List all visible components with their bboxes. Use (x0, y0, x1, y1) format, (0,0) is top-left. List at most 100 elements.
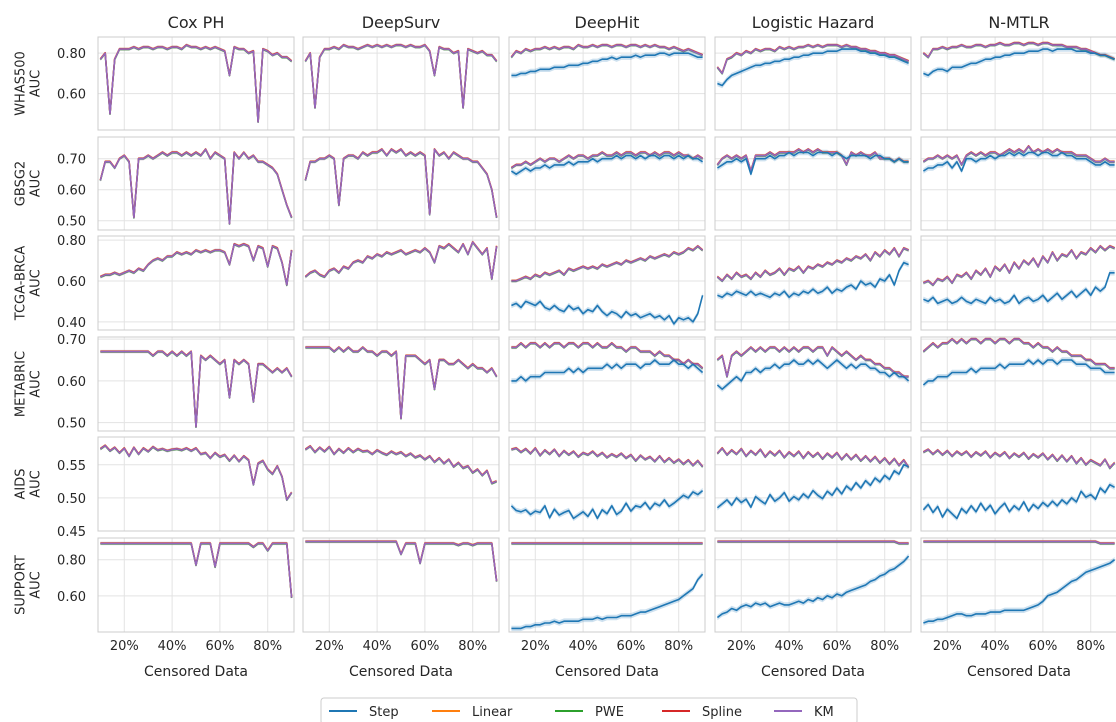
y-axis-label-metric: AUC (29, 370, 44, 398)
series-group (510, 43, 703, 79)
x-tick-label: 40% (775, 639, 804, 654)
panel-support-deepsurv (302, 537, 500, 633)
panel-frame (920, 235, 1116, 331)
x-tick-label: 40% (981, 639, 1010, 654)
step-band (511, 357, 703, 384)
panel-frame (508, 537, 706, 633)
panel-frame (714, 436, 912, 532)
panel-frame (920, 537, 1116, 633)
panel-background (98, 538, 294, 632)
km-line (511, 342, 704, 369)
panel-tcga-brca-deepsurv (302, 235, 500, 331)
series-group (304, 240, 498, 281)
y-tick-label: 0.80 (57, 554, 86, 569)
panel-whas500-logistic-hazard (714, 36, 912, 131)
series-group (100, 349, 293, 429)
x-tick-label: 40% (363, 639, 392, 654)
panel-frame (714, 36, 912, 131)
step-line (717, 48, 909, 87)
panel-frame (97, 436, 295, 532)
km-line (305, 346, 498, 420)
column-title-n-mtlr: N-MTLR (988, 13, 1049, 32)
panel-gbsg2-deepsurv (302, 136, 500, 231)
x-tick-label: 80% (870, 639, 899, 654)
panel-frame (714, 537, 912, 633)
x-axis-label-logistic-hazard: Censored Data (761, 664, 865, 680)
x-tick-label: 20% (521, 639, 550, 654)
panel-frame (302, 235, 500, 331)
panel-frame (97, 336, 295, 432)
y-axis-label-metric: AUC (29, 170, 44, 198)
panel-metabric-n-mtlr (920, 336, 1116, 432)
legend-frame (320, 697, 858, 722)
panel-background (509, 538, 705, 632)
panel-frame (714, 136, 912, 231)
y-tick-label: 0.80 (57, 47, 86, 62)
series-group (716, 43, 909, 89)
x-tick-label: 20% (933, 639, 962, 654)
y-axis-label-metric: AUC (29, 70, 44, 98)
y-axis-label-dataset: WHAS500 (14, 51, 29, 116)
y-tick-label: 0.50 (57, 417, 86, 432)
y-tick-label: 0.60 (57, 375, 86, 390)
y-tick-label: 0.45 (57, 525, 86, 540)
x-tick-label: 20% (315, 639, 344, 654)
panel-background (921, 337, 1116, 431)
panel-frame (97, 235, 295, 331)
panel-tcga-brca-cox-ph (97, 235, 295, 331)
km-line (922, 42, 1115, 60)
x-tick-label: 80% (458, 639, 487, 654)
legend-label: Spline (702, 705, 742, 720)
y-tick-label: 0.60 (57, 590, 86, 605)
step-band (717, 462, 909, 511)
km-line (511, 447, 704, 468)
series-group (304, 444, 497, 485)
km-line (510, 44, 703, 58)
step-line (716, 151, 909, 175)
km-line (922, 338, 1115, 370)
panel-tcga-brca-deephit (508, 235, 706, 331)
panel-support-logistic-hazard (714, 537, 912, 633)
legend: Step Linear PWE Spline KM (320, 697, 858, 722)
panel-frame (508, 436, 706, 532)
step-line (923, 559, 1116, 624)
x-axis-labels: Censored Data Censored Data Censored Dat… (144, 664, 1071, 680)
panel-background (715, 437, 911, 531)
km-line (304, 148, 498, 218)
y-tick-label: 0.80 (57, 234, 86, 249)
series-group (305, 539, 498, 584)
legend-item-linear: Linear (432, 705, 513, 720)
panel-aids-deepsurv (302, 436, 500, 532)
y-axis-label-dataset: GBSG2 (14, 161, 29, 206)
step-line (510, 489, 704, 520)
panel-whas500-cox-ph (97, 36, 295, 131)
km-line (923, 245, 1115, 286)
series-group (304, 147, 498, 220)
y-axis-label-aids: AIDSAUC (14, 469, 44, 500)
y-axis-label-metric: AUC (29, 269, 44, 297)
panel-grid: WHAS500AUC 0.600.80GBSG2AUC0.500.600.70TC… (14, 36, 1116, 654)
series-group (922, 41, 1115, 79)
y-axis-label-gbsg2: GBSG2AUC (14, 161, 44, 206)
legend-item-km: KM (774, 705, 834, 720)
series-group (510, 446, 704, 522)
panel-frame (508, 336, 706, 432)
step-line (716, 464, 909, 509)
step-band (511, 50, 703, 79)
column-title-cox-ph: Cox PH (168, 13, 225, 32)
x-tick-label: 60% (410, 639, 439, 654)
panel-frame (302, 436, 500, 532)
step-line (922, 359, 1115, 386)
step-line (510, 154, 704, 175)
panel-frame (97, 136, 295, 231)
x-tick-label: 60% (205, 639, 234, 654)
panel-support-n-mtlr (920, 537, 1116, 633)
y-tick-label: 0.60 (57, 88, 86, 103)
series-group (716, 345, 910, 392)
panel-whas500-deephit (508, 36, 706, 131)
series-group (923, 244, 1115, 307)
y-axis-label-tcga-brca: TCGA-BRCAAUC (14, 246, 44, 322)
x-tick-label: 20% (727, 639, 756, 654)
y-tick-label: 0.70 (57, 153, 86, 168)
km-line (717, 540, 909, 545)
